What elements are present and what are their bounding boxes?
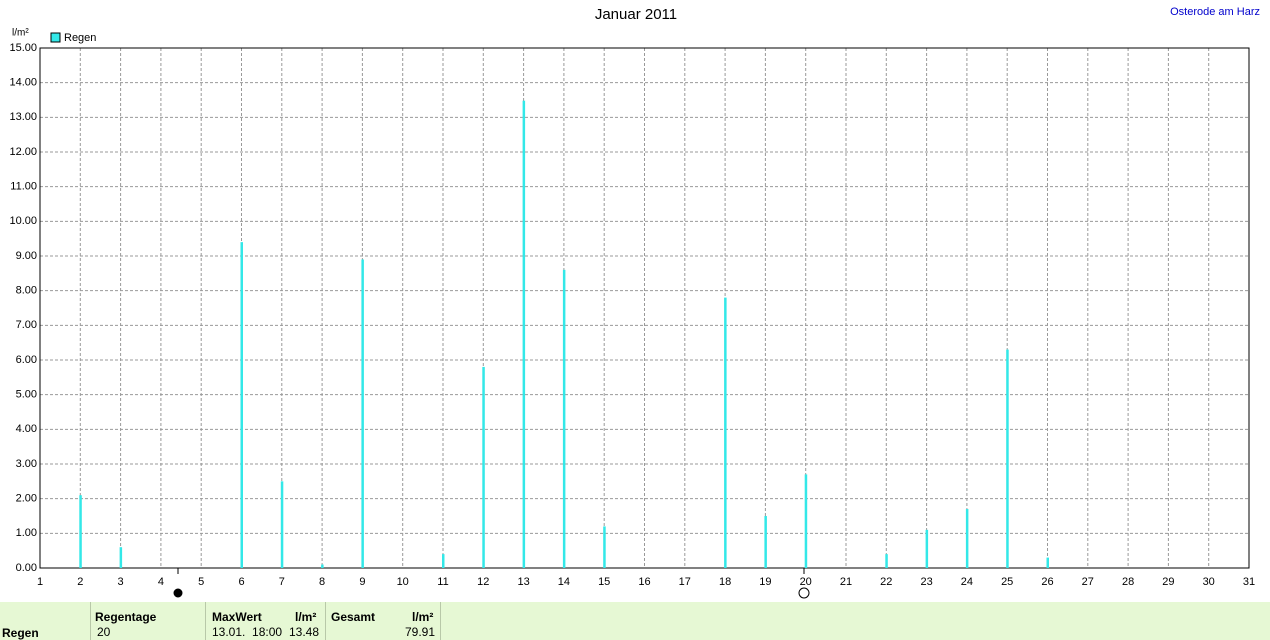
- y-tick-label: 6.00: [16, 354, 37, 366]
- legend-swatch: [50, 32, 61, 43]
- cell: 13.01. 18:00: [212, 625, 283, 639]
- x-tick-label: 3: [118, 576, 124, 588]
- x-tick-label: 8: [319, 576, 325, 588]
- y-tick-label: 2.00: [16, 493, 37, 505]
- y-tick-label: 10.00: [9, 215, 37, 227]
- unit: l/m²: [295, 610, 317, 624]
- separator: [90, 602, 91, 640]
- x-tick-label: 21: [840, 576, 852, 588]
- bar: [965, 509, 969, 568]
- location: Osterode am Harz: [1170, 6, 1260, 18]
- bar: [1046, 557, 1049, 568]
- y-tick-label: 13.00: [9, 111, 37, 123]
- x-tick-label: 11: [437, 576, 448, 588]
- legend-label: Regen: [64, 32, 96, 44]
- bar: [885, 554, 888, 568]
- x-tick-label: 2: [77, 576, 83, 588]
- x-tick-label: 24: [961, 576, 973, 588]
- y-tick-label: 12.00: [9, 146, 37, 158]
- moon-icon: [798, 587, 810, 599]
- x-tick-label: 13: [517, 576, 529, 588]
- plot-border: [39, 47, 1250, 569]
- chart-title: Januar 2011: [595, 6, 677, 23]
- x-tick-label: 15: [598, 576, 610, 588]
- x-tick-label: 6: [238, 576, 244, 588]
- bar: [522, 100, 526, 569]
- x-tick-label: 26: [1041, 576, 1053, 588]
- row-label: Regen: [2, 626, 39, 640]
- y-axis-label: l/m²: [12, 28, 29, 39]
- moon-icon: [173, 588, 183, 598]
- unit: l/m²: [412, 610, 434, 624]
- x-tick-label: 4: [158, 576, 164, 588]
- x-tick-label: 14: [558, 576, 570, 588]
- x-tick-label: 19: [759, 576, 771, 588]
- x-tick-label: 25: [1001, 576, 1013, 588]
- x-tick-label: 27: [1082, 576, 1094, 588]
- y-tick-label: 4.00: [16, 423, 37, 435]
- y-tick-label: 11.00: [10, 181, 37, 193]
- x-tick-label: 20: [800, 576, 812, 588]
- bar: [361, 259, 364, 568]
- y-tick-label: 3.00: [16, 458, 37, 470]
- bar: [562, 269, 566, 568]
- x-tick-label: 10: [397, 576, 409, 588]
- bar: [1006, 349, 1009, 568]
- bar: [925, 529, 929, 568]
- bar: [442, 554, 445, 568]
- y-tick-label: 15.00: [9, 42, 37, 54]
- header: Regentage: [95, 610, 157, 624]
- y-tick-label: 5.00: [16, 389, 37, 401]
- bar: [321, 564, 324, 568]
- x-tick-label: 23: [920, 576, 932, 588]
- bar: [119, 547, 123, 568]
- bar: [240, 242, 243, 568]
- x-tick-label: 18: [719, 576, 731, 588]
- cell: 20: [97, 625, 111, 639]
- bar: [764, 516, 767, 568]
- y-tick-label: 8.00: [16, 285, 37, 297]
- separator: [325, 602, 326, 640]
- x-tick-label: 9: [359, 576, 365, 588]
- x-tick-label: 7: [279, 576, 285, 588]
- cell: 79.91: [405, 625, 436, 639]
- header: Gesamt: [331, 610, 376, 624]
- y-tick-label: 9.00: [16, 250, 37, 262]
- x-tick-label: 22: [880, 576, 892, 588]
- separator: [440, 602, 441, 640]
- x-tick-label: 1: [37, 576, 43, 588]
- x-tick-label: 31: [1243, 576, 1255, 588]
- bar: [804, 474, 808, 568]
- y-tick-label: 7.00: [16, 319, 37, 331]
- y-tick-label: 0.00: [16, 562, 37, 574]
- bar: [482, 366, 485, 568]
- x-tick-label: 5: [198, 576, 204, 588]
- summary-table: Regen Regentage 20 MaxWert l/m² 13.01. 1…: [0, 602, 1270, 640]
- bar: [724, 297, 727, 568]
- bar: [280, 481, 284, 568]
- bar: [603, 526, 606, 568]
- x-tick-label: 12: [477, 576, 489, 588]
- y-tick-label: 14.00: [9, 77, 37, 89]
- header: MaxWert: [212, 610, 262, 624]
- y-tick-label: 1.00: [16, 527, 37, 539]
- x-tick-label: 28: [1122, 576, 1134, 588]
- cell: 13.48: [289, 625, 320, 639]
- x-tick-label: 29: [1162, 576, 1174, 588]
- chart: Januar 2011 Osterode am Harz l/m² 0.00 1.…: [9, 6, 1260, 599]
- separator: [205, 602, 206, 640]
- x-tick-label: 30: [1203, 576, 1215, 588]
- x-tick-label: 16: [638, 576, 650, 588]
- x-tick-label: 17: [679, 576, 691, 588]
- bar: [79, 495, 82, 568]
